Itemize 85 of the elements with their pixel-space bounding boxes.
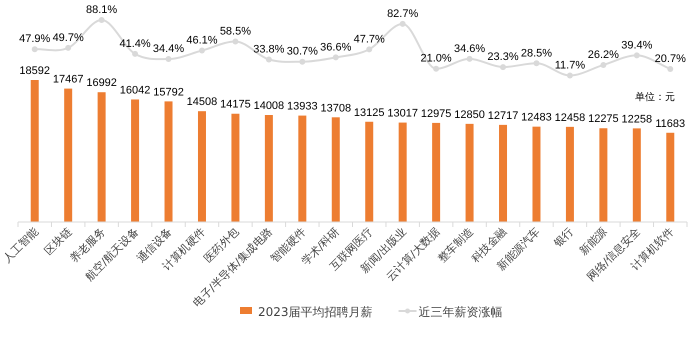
point bbox=[332, 54, 339, 60]
bar bbox=[131, 99, 140, 222]
data-label: 14008 bbox=[254, 100, 284, 112]
point bbox=[132, 50, 138, 57]
point bbox=[400, 20, 406, 27]
data-label: 41.4% bbox=[119, 38, 151, 50]
annotation: 单位：元 bbox=[635, 91, 675, 103]
bar bbox=[332, 117, 340, 222]
bar bbox=[365, 122, 374, 222]
data-label: 36.6% bbox=[320, 41, 352, 54]
data-label: 26.2% bbox=[588, 48, 620, 61]
point bbox=[98, 17, 105, 23]
data-label: 11.7% bbox=[554, 60, 586, 72]
data-label: 82.7% bbox=[387, 8, 418, 20]
bar bbox=[666, 132, 674, 222]
data-label: 39.4% bbox=[621, 39, 653, 52]
data-label: 11683 bbox=[655, 118, 686, 130]
legend-label: 近三年薪资涨幅 bbox=[418, 305, 503, 319]
data-label: 33.8% bbox=[253, 43, 285, 56]
x-tick-label: 银行 bbox=[550, 224, 576, 250]
data-label: 12975 bbox=[420, 108, 452, 120]
bar bbox=[532, 126, 540, 222]
bar bbox=[499, 124, 508, 222]
point bbox=[466, 56, 473, 62]
data-label: 16992 bbox=[86, 77, 117, 90]
data-label: 14175 bbox=[220, 98, 251, 111]
bar bbox=[164, 101, 173, 222]
data-label: 34.4% bbox=[152, 43, 184, 56]
data-label: 12458 bbox=[554, 112, 586, 124]
data-label: 13017 bbox=[387, 108, 418, 120]
data-label: 13708 bbox=[320, 102, 352, 114]
bar bbox=[98, 92, 106, 222]
data-label: 12258 bbox=[622, 113, 652, 126]
data-label: 12275 bbox=[588, 113, 619, 126]
data-label: 47.9% bbox=[19, 33, 51, 46]
data-label: 47.7% bbox=[354, 33, 386, 46]
data-label: 18592 bbox=[19, 65, 50, 77]
bar bbox=[30, 80, 39, 222]
bar bbox=[231, 114, 240, 222]
bar bbox=[432, 122, 440, 222]
point bbox=[65, 44, 72, 51]
bar bbox=[198, 111, 206, 222]
data-label: 34.6% bbox=[454, 42, 486, 55]
bar bbox=[632, 128, 641, 222]
data-label: 58.5% bbox=[220, 26, 252, 38]
data-label: 13933 bbox=[287, 100, 318, 113]
data-label: 49.7% bbox=[52, 32, 84, 44]
data-label: 28.5% bbox=[520, 47, 552, 60]
data-label: 23.3% bbox=[487, 51, 519, 64]
point bbox=[266, 56, 272, 62]
point bbox=[566, 72, 573, 78]
data-label: 12483 bbox=[521, 112, 552, 124]
point bbox=[500, 64, 506, 70]
point bbox=[198, 48, 205, 54]
point bbox=[433, 66, 440, 72]
x-tick-label: 人工智能 bbox=[0, 224, 41, 266]
point bbox=[232, 38, 238, 45]
bar bbox=[398, 122, 407, 222]
data-label: 16042 bbox=[120, 84, 150, 96]
data-label: 46.1% bbox=[186, 34, 218, 47]
point bbox=[299, 58, 306, 65]
point bbox=[166, 56, 172, 62]
point bbox=[366, 46, 372, 52]
data-label: 15792 bbox=[153, 86, 184, 98]
data-label: 17467 bbox=[52, 74, 84, 86]
data-label: 12717 bbox=[488, 110, 518, 122]
bar bbox=[566, 126, 574, 222]
bar bbox=[466, 124, 474, 222]
bar bbox=[599, 128, 608, 222]
bar bbox=[64, 88, 72, 222]
data-label: 14508 bbox=[186, 96, 218, 108]
data-label: 30.7% bbox=[286, 46, 318, 58]
point bbox=[533, 60, 540, 66]
bar bbox=[264, 115, 273, 222]
data-label: 88.1% bbox=[86, 4, 118, 16]
data-label: 20.7% bbox=[654, 52, 686, 65]
legend-近三年薪资涨幅: 近三年薪资涨幅 bbox=[398, 305, 503, 319]
data-label: 13125 bbox=[354, 106, 385, 119]
data-label: 12850 bbox=[454, 108, 485, 121]
point bbox=[634, 52, 640, 58]
bar bbox=[298, 116, 306, 222]
data-label: 21.0% bbox=[420, 52, 452, 65]
point bbox=[667, 66, 674, 72]
point bbox=[600, 62, 606, 68]
point bbox=[32, 46, 38, 52]
